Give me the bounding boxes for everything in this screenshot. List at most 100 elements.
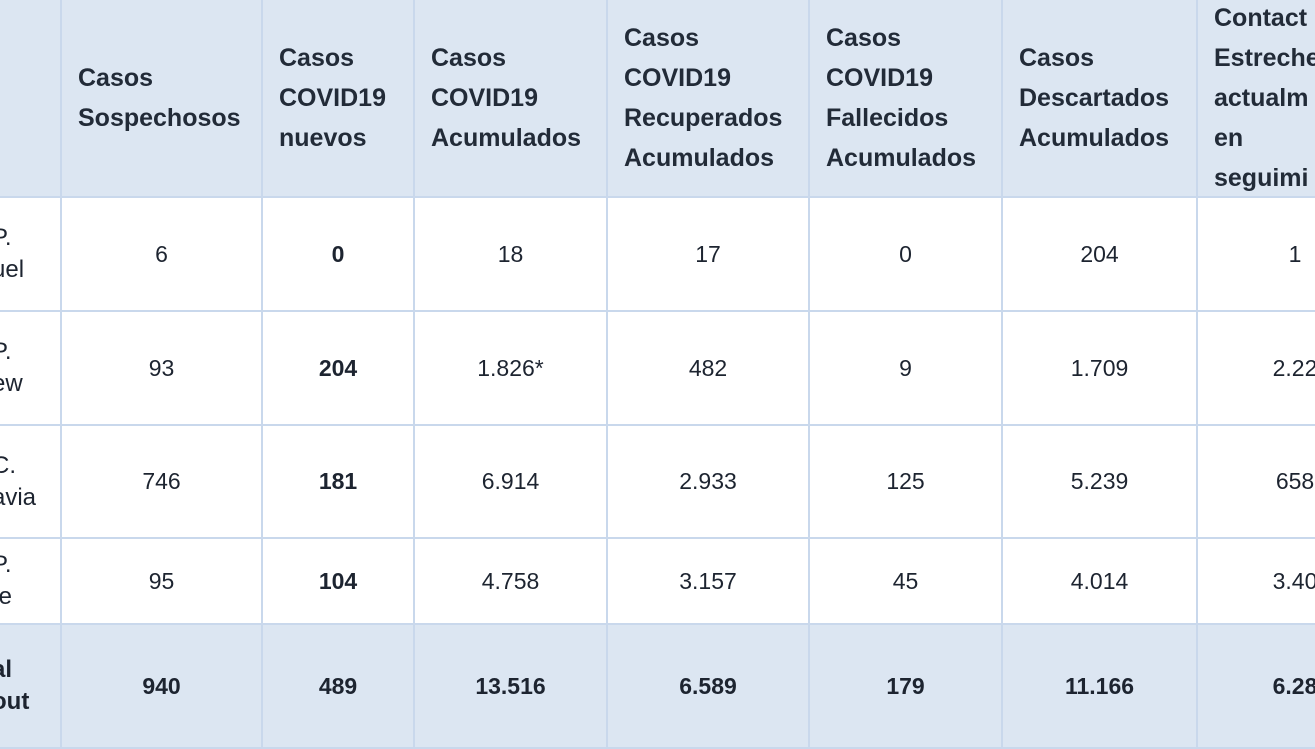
row-label-text: C. [0, 451, 16, 479]
header-text: COVID19 [279, 84, 386, 112]
data-cell: 11.166 [1003, 625, 1198, 749]
row-label-text: out [0, 688, 30, 715]
cell-value: 1.709 [1070, 354, 1129, 381]
data-cell: 746 [62, 426, 263, 539]
cell-value: 3.40 [1272, 567, 1315, 594]
header-text: Casos [1019, 44, 1095, 72]
header-text: Acumulados [624, 144, 775, 172]
header-text: Descartados [1019, 84, 1170, 112]
header-text: en [1214, 124, 1244, 152]
header-cell: Casos COVID19 Recuperados Acumulados [608, 0, 810, 198]
cell-value: 13.516 [475, 672, 546, 699]
row-label-text: te [0, 583, 13, 610]
cell-value: 1 [1288, 240, 1302, 267]
cell-value: 104 [318, 567, 358, 594]
cell-value: 2.22 [1272, 354, 1315, 381]
cell-value: 0 [899, 240, 912, 267]
row-label-text: avia [0, 483, 37, 511]
data-cell: 6.914 [415, 426, 608, 539]
data-cell: 482 [608, 312, 810, 426]
cell-value: 9 [899, 354, 912, 381]
header-text: COVID19 [431, 84, 538, 112]
cell-value: 4.758 [481, 567, 540, 594]
cell-value: 45 [892, 567, 919, 594]
cell-value: 181 [318, 468, 358, 494]
data-cell: 5.239 [1003, 426, 1198, 539]
cell-value: 179 [886, 672, 925, 699]
header-text: Casos [78, 64, 154, 92]
header-text: nuevos [279, 124, 367, 152]
cell-value: 204 [1080, 240, 1119, 267]
data-cell: 13.516 [415, 625, 608, 749]
header-cell: Casos COVID19 Acumulados [415, 0, 608, 198]
data-cell: 1.709 [1003, 312, 1198, 426]
header-text: COVID19 [624, 64, 731, 92]
header-text: Estreche [1214, 44, 1315, 72]
row-label: P. ew [0, 312, 62, 426]
row-label: P. te [0, 539, 62, 625]
data-cell: 204 [1003, 198, 1198, 312]
cell-value: 0 [331, 240, 345, 267]
cell-value: 489 [318, 672, 358, 699]
data-cell: 204 [263, 312, 415, 426]
row-label-text: ew [0, 370, 23, 397]
data-cell: 95 [62, 539, 263, 625]
data-cell: 0 [810, 198, 1003, 312]
cell-value: 18 [497, 240, 524, 267]
data-cell: 17 [608, 198, 810, 312]
cell-value: 5.239 [1070, 468, 1129, 494]
cell-value: 746 [142, 468, 181, 494]
cell-value: 11.166 [1064, 672, 1135, 699]
header-corner [0, 0, 62, 198]
data-cell: 179 [810, 625, 1003, 749]
data-cell: 2.22 [1198, 312, 1315, 426]
header-text: Sospechosos [78, 104, 241, 132]
cell-value: 17 [695, 240, 721, 267]
header-text: Casos [826, 24, 902, 52]
header-text: Casos [624, 24, 700, 52]
row-label-text: uel [0, 256, 25, 283]
data-cell: 2.933 [608, 426, 810, 539]
cell-value: 125 [886, 468, 925, 494]
data-cell: 0 [263, 198, 415, 312]
row-label-text: P. [0, 338, 12, 365]
data-cell: 18 [415, 198, 608, 312]
data-cell: 6.28 [1198, 625, 1315, 749]
data-cell: 6 [62, 198, 263, 312]
data-cell: 181 [263, 426, 415, 539]
cell-value: 940 [142, 672, 181, 699]
cell-value: 93 [148, 354, 175, 381]
cell-value: 4.014 [1070, 567, 1129, 594]
cell-value: 2.933 [679, 468, 737, 494]
header-cell: Casos COVID19 Fallecidos Acumulados [810, 0, 1003, 198]
cell-value: 658 [1275, 468, 1315, 494]
data-cell: 1.826* [415, 312, 608, 426]
cell-value: 482 [688, 354, 728, 381]
row-label-text: P. [0, 551, 12, 578]
data-cell: 9 [810, 312, 1003, 426]
data-cell: 489 [263, 625, 415, 749]
data-cell: 125 [810, 426, 1003, 539]
header-text: Casos [279, 44, 355, 72]
cell-value: 6.589 [679, 672, 737, 699]
data-cell: 3.157 [608, 539, 810, 625]
header-cell: Casos Sospechosos [62, 0, 263, 198]
header-cell: Casos Descartados Acumulados [1003, 0, 1198, 198]
row-label-text: al [0, 656, 13, 683]
row-label: C. avia [0, 426, 62, 539]
header-text: Acumulados [826, 144, 977, 172]
header-text: Fallecidos [826, 104, 949, 132]
header-text: seguimi [1214, 164, 1309, 192]
data-cell: 45 [810, 539, 1003, 625]
data-cell: 93 [62, 312, 263, 426]
header-text: Acumulados [431, 124, 582, 152]
data-cell: 104 [263, 539, 415, 625]
row-label-text: P. [0, 224, 12, 251]
header-cell: Casos COVID19 nuevos [263, 0, 415, 198]
header-text: Acumulados [1019, 124, 1170, 152]
header-text: actualm [1214, 84, 1309, 112]
header-text: Contact [1214, 4, 1308, 32]
data-cell: 658 [1198, 426, 1315, 539]
header-text: COVID19 [826, 64, 933, 92]
